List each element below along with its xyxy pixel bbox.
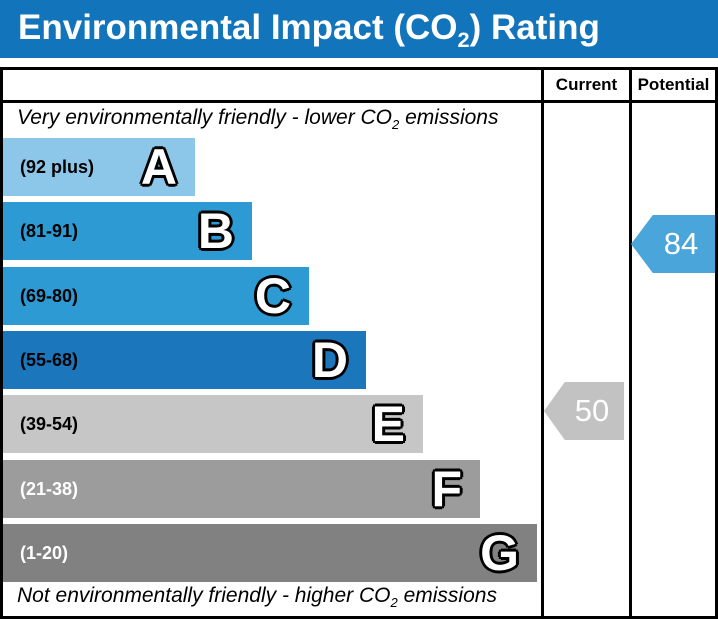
page-title-text: Environmental Impact (CO — [18, 8, 458, 47]
column-header-potential: Potential — [637, 75, 710, 94]
column-divider-potential — [629, 70, 632, 616]
header-divider — [3, 100, 715, 103]
band-range-label: (69-80) — [20, 285, 79, 306]
current-rating-arrow: 50 — [544, 382, 624, 440]
band-letter: B — [197, 203, 234, 259]
top-note-subscript: 2 — [392, 117, 400, 133]
band-a: (92 plus) A — [3, 138, 195, 196]
band-letter: F — [431, 461, 462, 517]
page-title: Environmental Impact (CO2) Rating — [0, 0, 718, 58]
top-note: Very environmentally friendly - lower CO… — [17, 106, 499, 133]
band-g: (1-20) G — [3, 524, 537, 582]
bottom-note-subscript: 2 — [390, 595, 398, 611]
band-range-label: (1-20) — [20, 542, 69, 563]
band-c: (69-80) C — [3, 267, 309, 325]
column-divider-current — [541, 70, 544, 616]
band-range-label: (92 plus) — [20, 156, 95, 177]
title-subscript: 2 — [457, 27, 470, 52]
potential-rating-value: 84 — [663, 226, 699, 261]
column-header-current: Current — [555, 75, 618, 94]
bottom-note-text: Not environmentally friendly - higher CO — [17, 584, 391, 607]
band-letter: G — [480, 525, 519, 581]
band-letter: A — [140, 139, 177, 195]
band-range-label: (21-38) — [20, 478, 79, 499]
rating-table: Current Potential Very environmentally f… — [0, 67, 718, 619]
bottom-note-suffix: emissions — [397, 584, 497, 607]
band-range-label: (39-54) — [20, 413, 79, 434]
band-letter: C — [254, 268, 291, 324]
top-note-suffix: emissions — [399, 106, 499, 129]
bottom-note: Not environmentally friendly - higher CO… — [17, 584, 497, 611]
band-letter: E — [371, 396, 405, 452]
band-e: (39-54) E — [3, 395, 423, 453]
page-title-suffix: ) Rating — [469, 8, 600, 47]
band-b: (81-91) B — [3, 202, 252, 260]
band-range-label: (55-68) — [20, 349, 79, 370]
band-letter: D — [311, 332, 348, 388]
current-rating-value: 50 — [574, 393, 610, 428]
band-d: (55-68) D — [3, 331, 366, 389]
potential-rating-arrow: 84 — [631, 215, 715, 273]
top-note-text: Very environmentally friendly - lower CO — [17, 106, 393, 129]
band-f: (21-38) F — [3, 460, 480, 518]
band-range-label: (81-91) — [20, 220, 79, 241]
